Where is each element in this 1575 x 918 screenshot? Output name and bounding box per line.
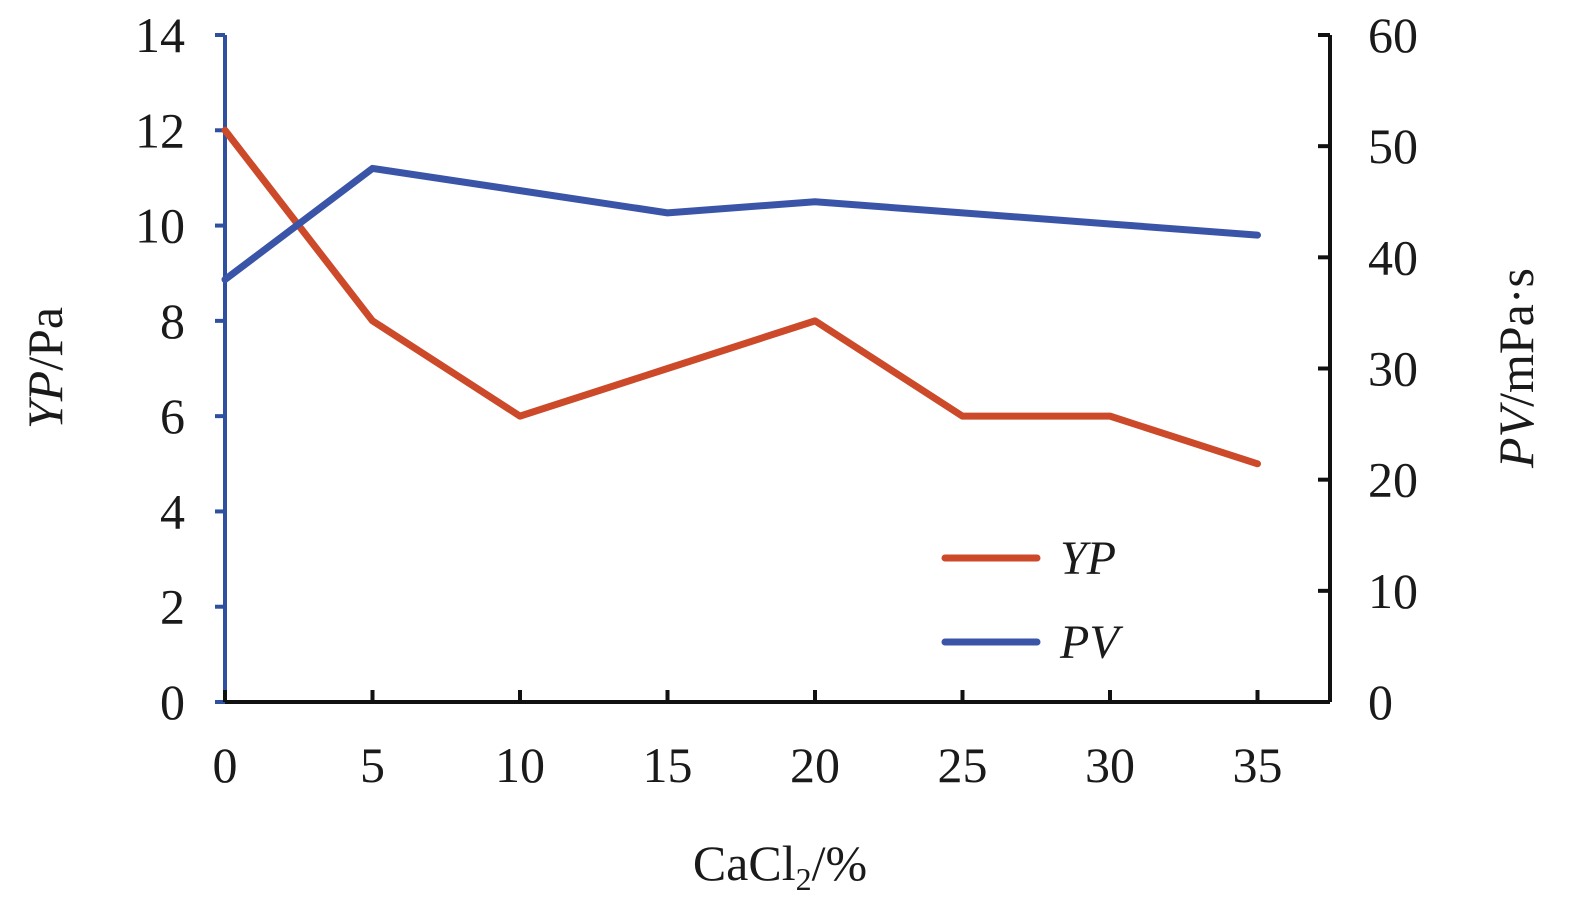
y-left-tick-label: 12	[135, 102, 185, 158]
legend: YP PV	[941, 532, 1123, 669]
y-left-tick-label: 14	[135, 7, 185, 63]
axes	[215, 33, 1332, 704]
x-tick-label: 35	[1233, 737, 1283, 793]
x-tick-label: 25	[938, 737, 988, 793]
y-right-tick-label: 30	[1368, 341, 1418, 397]
y-right-tick-label: 40	[1368, 229, 1418, 285]
series-line-pv	[221, 164, 1261, 284]
y-left-tick-label: 4	[160, 483, 185, 539]
tick-labels: 0 2 4 6 8 10 12 14 0 10 20 30 40 50 60 0 5 10 15 20 25 30 35	[135, 7, 1418, 793]
legend-label-pv: PV	[1059, 616, 1123, 669]
y-axis-right-label: PV/mPa·s	[1488, 268, 1544, 469]
axis-labels: YP/Pa PV/mPa·s CaCl2/%	[17, 268, 1544, 897]
legend-label-yp: YP	[1060, 532, 1116, 585]
series-layer	[221, 126, 1261, 468]
y-left-tick-label: 10	[135, 198, 185, 254]
y-right-tick-label: 0	[1368, 674, 1393, 730]
x-axis-label: CaCl2/%	[693, 835, 867, 897]
x-tick-label: 10	[495, 737, 545, 793]
x-tick-label: 20	[790, 737, 840, 793]
y-left-tick-label: 6	[160, 388, 185, 444]
x-tick-label: 15	[643, 737, 693, 793]
x-tick-label: 0	[213, 737, 238, 793]
y-left-tick-label: 8	[160, 293, 185, 349]
y-axis-left-label: YP/Pa	[17, 307, 73, 429]
x-tick-label: 30	[1085, 737, 1135, 793]
y-right-tick-label: 10	[1368, 563, 1418, 619]
x-tick-label: 5	[360, 737, 385, 793]
y-right-tick-label: 50	[1368, 118, 1418, 174]
y-left-tick-label: 2	[160, 579, 185, 635]
y-right-tick-label: 20	[1368, 452, 1418, 508]
series-line-yp	[221, 126, 1261, 468]
y-right-tick-label: 60	[1368, 7, 1418, 63]
y-left-tick-label: 0	[160, 674, 185, 730]
